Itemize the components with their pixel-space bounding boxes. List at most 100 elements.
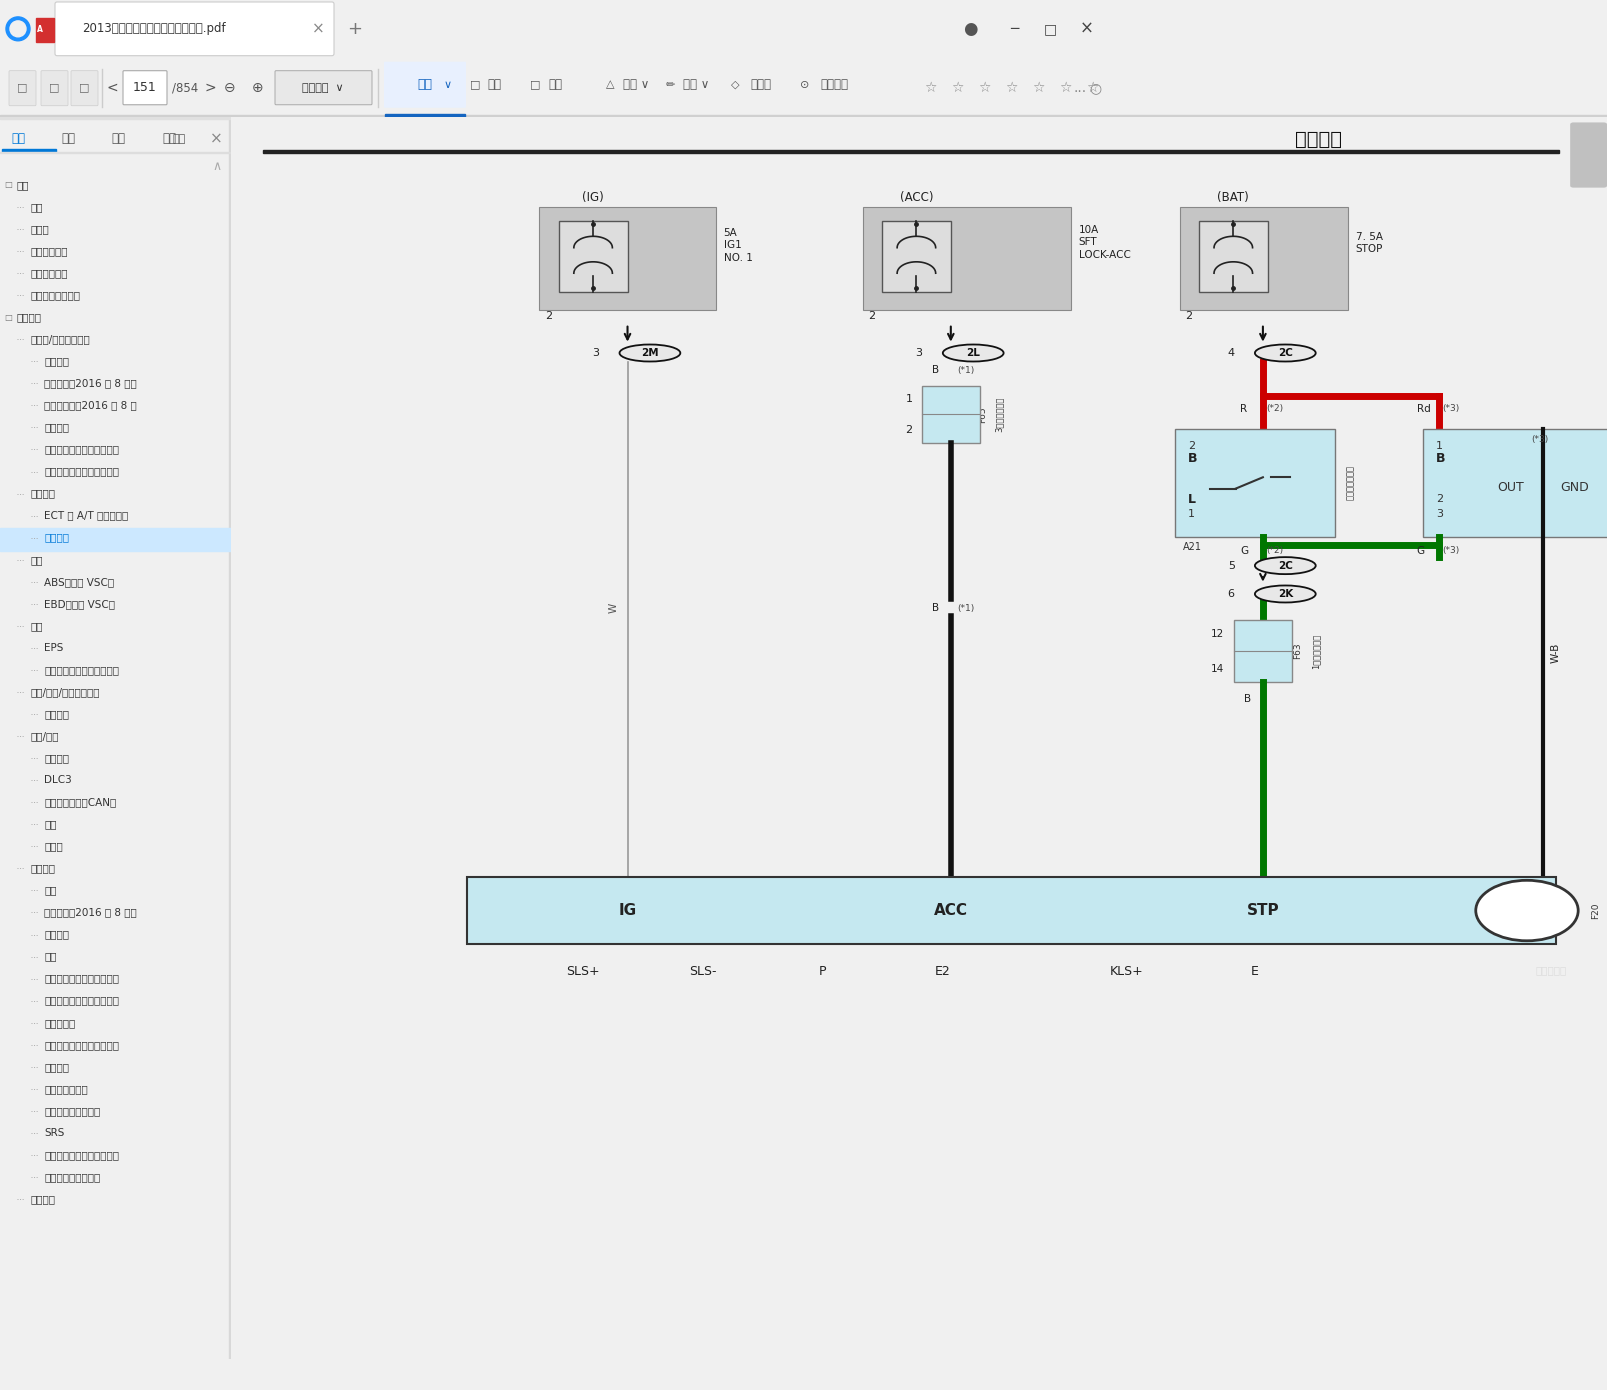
Text: 多路通信系统（CAN）: 多路通信系统（CAN） [45, 798, 117, 808]
Text: 概述: 概述 [31, 202, 43, 211]
Text: DLC3: DLC3 [45, 776, 72, 785]
Text: 电源/网络: 电源/网络 [31, 731, 59, 741]
Text: 车辆内饰: 车辆内饰 [31, 863, 55, 873]
FancyBboxPatch shape [55, 1, 334, 56]
Text: 2: 2 [545, 311, 553, 321]
Text: (*1): (*1) [958, 366, 974, 374]
Text: ✏: ✏ [665, 79, 675, 90]
Text: 5A: 5A [723, 228, 738, 238]
Text: ☆: ☆ [977, 81, 990, 95]
Text: (*2): (*2) [1266, 404, 1284, 413]
Bar [0, 117, 231, 118]
Text: 4: 4 [1228, 348, 1234, 359]
Text: □: □ [5, 313, 11, 321]
Text: 搭铁点: 搭铁点 [45, 841, 63, 851]
Text: ×: × [1080, 19, 1094, 38]
Text: 电源插座: 电源插座 [45, 1062, 69, 1072]
Text: 橡皮擦: 橡皮擦 [750, 78, 771, 92]
Text: 巡航控制（2016 年 8 月之: 巡航控制（2016 年 8 月之 [45, 378, 137, 388]
FancyBboxPatch shape [1570, 122, 1607, 188]
Ellipse shape [1255, 585, 1316, 602]
Text: P: P [820, 966, 826, 979]
Text: ABS（不带 VSC）: ABS（不带 VSC） [45, 577, 114, 587]
Bar [1572, 117, 1607, 1359]
Text: (*3): (*3) [1441, 546, 1459, 555]
Text: 2013年丰田威驰雅力士致炫电路图.pdf: 2013年丰田威驰雅力士致炫电路图.pdf [82, 22, 225, 35]
Text: 12: 12 [1212, 628, 1225, 638]
Text: 端子和连接器维修: 端子和连接器维修 [31, 291, 80, 300]
Text: 书签: 书签 [548, 78, 562, 92]
Text: STOP: STOP [1356, 245, 1384, 254]
Text: A: A [37, 25, 43, 35]
Text: 全汽修帮手: 全汽修帮手 [1536, 965, 1567, 974]
Bar [1234, 620, 1292, 682]
Text: 1: 1 [1188, 509, 1194, 518]
Text: L: L [1188, 493, 1196, 506]
Bar [882, 221, 951, 292]
Bar [540, 207, 715, 310]
Text: 换档锁止: 换档锁止 [45, 532, 69, 542]
Text: 发动机控制（2016 年 8 月: 发动机控制（2016 年 8 月 [45, 400, 137, 410]
Text: 2M: 2M [641, 348, 659, 359]
Text: ×: × [312, 21, 325, 36]
Text: ∨: ∨ [444, 79, 452, 90]
Text: 线束维修概述: 线束维修概述 [31, 268, 67, 278]
Text: R: R [1241, 403, 1247, 414]
Text: OUT: OUT [1498, 481, 1525, 495]
Text: ○: ○ [1090, 81, 1101, 95]
Text: 5: 5 [1228, 560, 1234, 571]
Text: 术语和符号表: 术语和符号表 [31, 246, 67, 256]
Text: ☆: ☆ [1004, 81, 1017, 95]
Text: 冷却风扇: 冷却风扇 [45, 356, 69, 367]
Text: ☆: ☆ [924, 81, 937, 95]
Text: W: W [609, 603, 619, 613]
Text: 门锁控制: 门锁控制 [45, 930, 69, 940]
Text: >: > [204, 81, 215, 95]
Bar [922, 386, 980, 443]
Text: ☆: ☆ [1032, 81, 1045, 95]
Bar [468, 877, 1556, 944]
Text: △: △ [606, 79, 614, 90]
Text: B: B [932, 366, 938, 375]
Text: Rd: Rd [1416, 403, 1430, 414]
Text: 起动（带智能上车和起动系: 起动（带智能上车和起动系 [45, 445, 119, 455]
Text: 停机系统（带智能上车和起: 停机系统（带智能上车和起 [45, 973, 119, 984]
Text: (IG): (IG) [582, 190, 604, 203]
Text: 空调: 空调 [45, 885, 56, 895]
Text: 自适应宽  ∨: 自适应宽 ∨ [302, 83, 344, 93]
Text: KLS+: KLS+ [1110, 966, 1144, 979]
Bar [559, 221, 627, 292]
Text: 2K: 2K [1278, 589, 1294, 599]
Text: 组合仪表（2016 年 8 月之: 组合仪表（2016 年 8 月之 [45, 908, 137, 917]
Bar [0, 115, 1607, 117]
Bar [228, 117, 231, 1359]
Text: NO. 1: NO. 1 [723, 253, 752, 263]
Text: ⊖: ⊖ [225, 81, 236, 95]
FancyBboxPatch shape [275, 71, 371, 104]
Text: 起动（不带智能上车和起动: 起动（不带智能上车和起动 [45, 467, 119, 477]
Text: 1: 1 [1435, 441, 1443, 450]
Text: 批注: 批注 [162, 132, 177, 146]
Text: ...: ... [1073, 81, 1086, 95]
Text: F63: F63 [1294, 642, 1303, 659]
Text: 发动机/混合动力系统: 发动机/混合动力系统 [31, 334, 90, 345]
Text: 3: 3 [916, 348, 922, 359]
Text: 批注设置: 批注设置 [820, 78, 848, 92]
Ellipse shape [1255, 345, 1316, 361]
Bar [1422, 428, 1607, 538]
Bar [1180, 207, 1348, 310]
Text: (*1): (*1) [958, 603, 974, 613]
Text: □: □ [5, 181, 11, 189]
Text: ─: ─ [1009, 22, 1019, 36]
Text: 智能上车和起动系统: 智能上车和起动系统 [45, 1106, 101, 1116]
Text: E2: E2 [935, 966, 951, 979]
Text: F65: F65 [979, 406, 987, 423]
Text: 2: 2 [905, 424, 913, 435]
Text: □: □ [469, 79, 480, 90]
Text: 10A: 10A [1078, 225, 1099, 235]
Text: (*3): (*3) [1441, 404, 1459, 413]
Text: □: □ [48, 83, 59, 93]
Text: B: B [1188, 452, 1197, 466]
Text: W-B: W-B [1551, 642, 1560, 663]
Text: 6: 6 [1228, 589, 1234, 599]
